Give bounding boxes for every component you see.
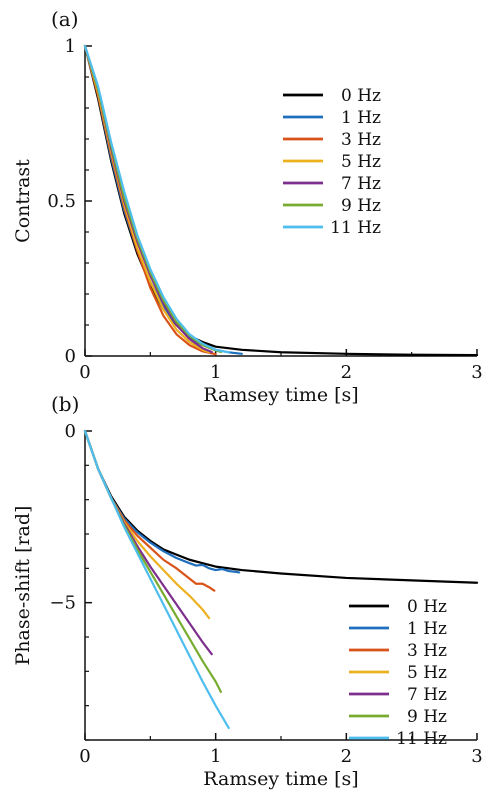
legend-label: 9 Hz: [341, 196, 381, 216]
x-axis-label: Ramsey time [s]: [203, 384, 358, 406]
series-line-1-hz: [83, 429, 241, 574]
series-line-0-hz: [83, 44, 479, 357]
y-tick-label: −5: [49, 593, 76, 614]
legend-label: 11 Hz: [330, 218, 381, 238]
x-tick-label: 1: [210, 746, 221, 767]
legend-label: 7 Hz: [341, 174, 381, 194]
y-tick-label: 0.5: [47, 191, 76, 212]
legend-label: 0 Hz: [407, 597, 447, 617]
x-axis-label: Ramsey time [s]: [203, 768, 358, 790]
panel-label: (a): [51, 7, 79, 31]
y-axis-label: Phase-shift [rad]: [12, 506, 34, 666]
legend-label: 5 Hz: [341, 152, 381, 172]
legend-label: 11 Hz: [396, 729, 447, 749]
series-line-5-hz: [83, 429, 211, 620]
series-line-11-hz: [83, 44, 230, 354]
x-tick-label: 3: [471, 746, 482, 767]
y-axis-label: Contrast: [12, 159, 34, 243]
legend-label: 9 Hz: [407, 707, 447, 727]
y-tick-label: 0: [65, 346, 76, 367]
y-tick-label: 0: [65, 421, 76, 442]
legend-label: 5 Hz: [407, 663, 447, 683]
x-tick-label: 2: [341, 362, 352, 383]
x-tick-label: 0: [79, 746, 90, 767]
legend-label: 0 Hz: [341, 86, 381, 106]
x-tick-label: 0: [79, 362, 90, 383]
series-line-9-hz: [83, 429, 222, 694]
y-tick-label: 1: [65, 36, 76, 57]
legend-label: 7 Hz: [407, 685, 447, 705]
x-tick-label: 1: [210, 362, 221, 383]
series-line-7-hz: [83, 429, 213, 656]
legend-label: 3 Hz: [407, 641, 447, 661]
legend-label: 3 Hz: [341, 130, 381, 150]
series-line-3-hz: [83, 44, 217, 356]
x-tick-label: 2: [341, 746, 352, 767]
series-line-9-hz: [83, 44, 222, 354]
series-line-7-hz: [83, 44, 213, 354]
legend-label: 1 Hz: [407, 619, 447, 639]
x-tick-label: 3: [471, 362, 482, 383]
series-line-11-hz: [83, 429, 230, 730]
legend-label: 1 Hz: [341, 108, 381, 128]
series-line-5-hz: [83, 44, 211, 354]
panel-label: (b): [51, 392, 79, 416]
panel-b: (b) 0 1 2 3 0 −5 Ramsey time [s] Phase-shift [ra…: [12, 392, 483, 790]
